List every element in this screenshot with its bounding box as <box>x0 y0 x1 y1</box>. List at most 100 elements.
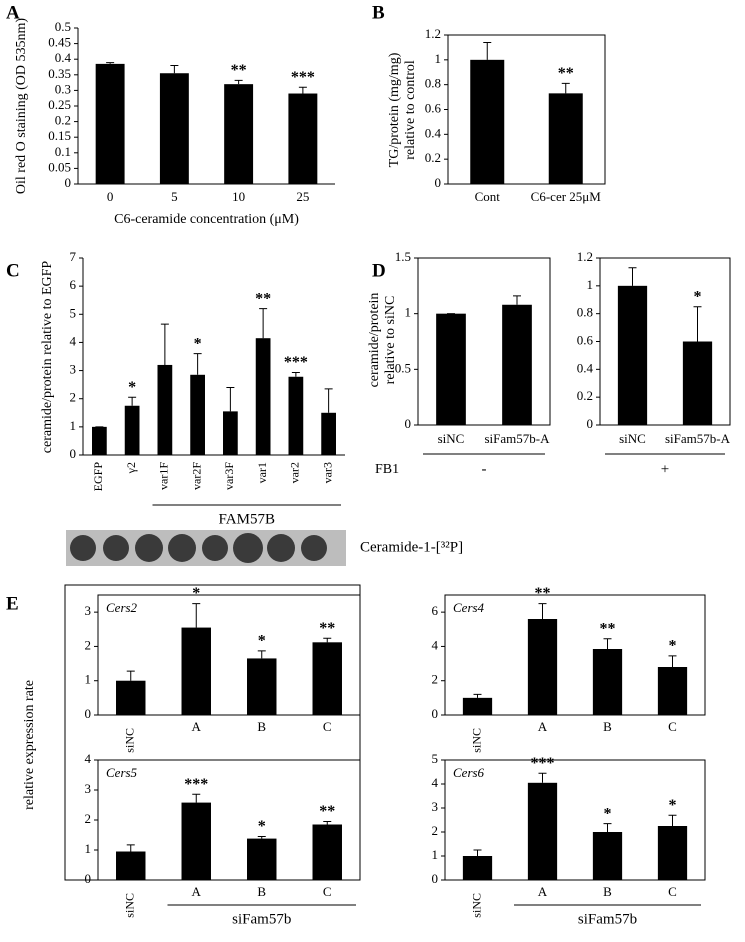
y-tick-label: 3 <box>432 799 439 814</box>
subplot-title: Cers6 <box>453 765 485 780</box>
plot-frame <box>444 594 706 716</box>
significance-label: *** <box>531 755 555 772</box>
panel-letter: B <box>372 2 385 23</box>
x-tick-label: siFam57b-A <box>665 431 731 446</box>
y-tick-label: 0.5 <box>55 19 71 34</box>
x-tick-label: var3 <box>320 462 334 483</box>
bar <box>321 412 336 455</box>
y-tick-label: 0 <box>432 871 439 886</box>
y-tick-label: 1 <box>85 841 92 856</box>
bar <box>181 627 211 715</box>
bar <box>592 832 623 880</box>
y-tick-label: 0.2 <box>577 388 593 403</box>
significance-label: ** <box>319 620 335 637</box>
panel-letter: E <box>6 593 19 614</box>
y-tick-label: 0.4 <box>425 125 442 140</box>
bar <box>223 411 238 455</box>
y-tick-label: 0 <box>405 416 412 431</box>
bar <box>462 856 493 880</box>
bar <box>548 93 583 184</box>
y-tick-label: 2 <box>85 637 92 652</box>
bar <box>190 374 205 455</box>
y-tick-label: 0.45 <box>48 35 71 50</box>
bar <box>527 782 558 880</box>
error-bar <box>538 603 547 619</box>
y-tick-label: 0 <box>435 175 442 190</box>
y-tick-label: 1 <box>85 672 92 687</box>
x-tick-label: B <box>257 884 266 899</box>
x-tick-label: B <box>603 884 612 899</box>
error-bar <box>126 844 135 852</box>
x-tick-label: A <box>538 884 548 899</box>
y-tick-label: 0 <box>85 871 92 886</box>
y-tick-label: 0.5 <box>395 360 411 375</box>
x-tick-label: var1 <box>255 462 269 483</box>
bar <box>124 405 140 455</box>
y-tick-label: 3 <box>85 603 92 618</box>
error-bar <box>668 814 677 826</box>
error-bar <box>259 308 268 339</box>
significance-label: * <box>192 585 200 602</box>
bar <box>116 851 146 880</box>
significance-label: * <box>694 288 702 305</box>
y-tick-label: 6 <box>70 277 77 292</box>
y-tick-label: 5 <box>70 305 77 320</box>
error-bar <box>323 637 332 643</box>
bar <box>247 838 277 880</box>
y-tick-label: 4 <box>85 751 92 766</box>
y-tick-label: 2 <box>432 672 439 687</box>
y-tick-label: 1.2 <box>425 26 441 41</box>
x-tick-label: B <box>603 719 612 734</box>
bar <box>288 376 304 455</box>
panel-letter: C <box>6 260 20 281</box>
significance-label: ** <box>319 803 335 820</box>
error-bar <box>324 388 333 413</box>
x-tick-label: C <box>668 719 677 734</box>
error-bar <box>513 295 521 305</box>
subplot-title: Cers5 <box>106 765 138 780</box>
y-tick-label: 4 <box>432 637 439 652</box>
y-tick-label: 0.25 <box>48 97 71 112</box>
y-tick-label: 3 <box>70 362 77 377</box>
x-tick-label: siNC <box>619 431 646 446</box>
y-axis-label: relative to control <box>403 60 418 160</box>
significance-label: * <box>258 818 266 835</box>
error-bar <box>257 650 266 659</box>
error-bar <box>603 638 612 649</box>
x-tick-label: γ2 <box>124 462 138 474</box>
error-bar <box>192 603 201 628</box>
y-tick-label: 0 <box>432 706 439 721</box>
y-tick-label: 3 <box>85 781 92 796</box>
x-tick-label: 5 <box>171 189 178 204</box>
x-tick-label: siNC <box>469 728 483 753</box>
y-tick-label: 1.2 <box>577 249 593 264</box>
x-tick-label: siNC <box>123 728 137 753</box>
x-tick-label: Cont <box>475 189 501 204</box>
y-tick-label: 2 <box>432 823 439 838</box>
error-bar <box>668 655 677 667</box>
x-tick-label: var2 <box>288 462 302 483</box>
y-tick-label: 0 <box>85 706 92 721</box>
group-label: siFam57b <box>578 911 637 927</box>
y-tick-label: 0.1 <box>55 144 71 159</box>
error-bar <box>561 82 570 94</box>
y-tick-label: 0.6 <box>425 100 442 115</box>
y-tick-label: 0.2 <box>55 113 71 128</box>
error-bar <box>160 323 169 365</box>
y-tick-label: 0 <box>65 175 72 190</box>
x-tick-label: A <box>192 884 202 899</box>
y-tick-label: 0.8 <box>425 76 441 91</box>
bar <box>312 824 342 880</box>
bar <box>255 338 271 455</box>
y-axis-label: TG/protein (mg/mg) <box>387 52 402 167</box>
error-bar <box>483 41 492 60</box>
significance-label: * <box>669 638 677 655</box>
plot-frame <box>444 759 706 881</box>
error-bar <box>323 821 332 825</box>
treatment-value: + <box>661 461 669 477</box>
panel-e-frame <box>64 584 361 881</box>
x-tick-label: A <box>192 719 202 734</box>
bar <box>436 313 466 425</box>
error-bar <box>603 823 612 832</box>
